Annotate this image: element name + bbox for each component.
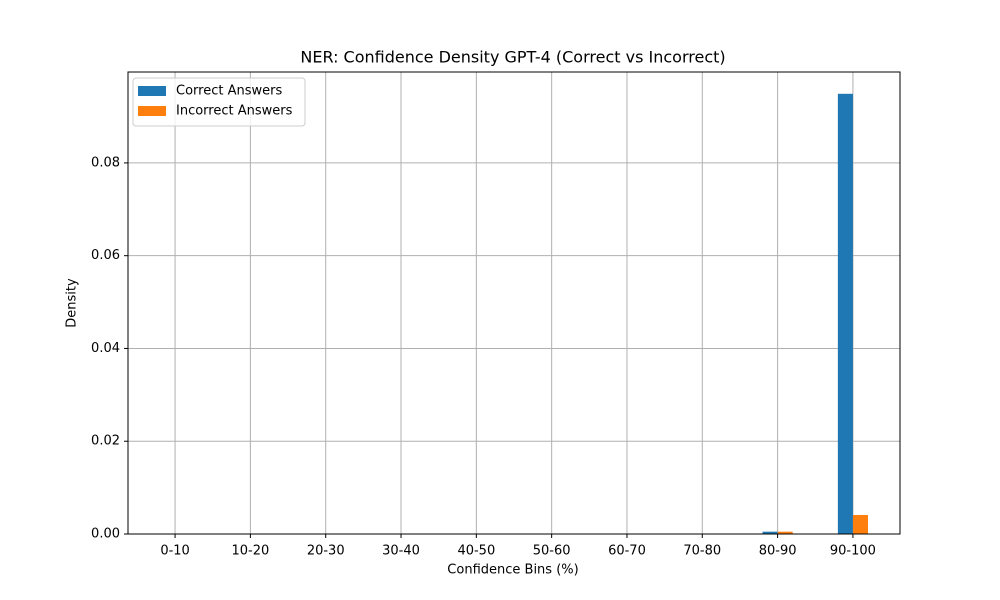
legend-swatch [138, 106, 166, 116]
legend-frame [132, 77, 306, 127]
x-tick-label: 60-70 [608, 544, 646, 559]
legend-swatch [138, 86, 166, 96]
legend-label: Incorrect Answers [176, 104, 293, 119]
x-tick-label: 10-20 [231, 544, 269, 559]
x-tick-label: 0-10 [160, 544, 190, 559]
y-tick-label: 0.02 [91, 434, 120, 449]
x-tick-label: 30-40 [382, 544, 420, 559]
legend: Correct Answers Incorrect Answers [132, 77, 306, 127]
plot-area [128, 72, 900, 535]
chart-title: NER: Confidence Density GPT-4 (Correct v… [300, 48, 725, 67]
x-axis-label: Confidence Bins (%) [447, 563, 578, 578]
x-tick-label: 70-80 [683, 544, 721, 559]
x-tick-label: 80-90 [759, 544, 797, 559]
axes-frame [127, 71, 901, 535]
y-axis-label: Density [65, 278, 80, 328]
y-tick-label: 0.00 [91, 527, 120, 542]
bar [852, 514, 868, 534]
bar [777, 531, 793, 534]
x-tick-label: 50-60 [533, 544, 571, 559]
x-tick-label: 40-50 [457, 544, 495, 559]
x-tick-label: 90-100 [830, 544, 876, 559]
x-tick-label: 20-30 [307, 544, 345, 559]
y-tick-label: 0.04 [91, 341, 120, 356]
bar [762, 531, 778, 534]
y-tick-label: 0.06 [91, 248, 120, 263]
bar [837, 93, 853, 534]
legend-label: Correct Answers [176, 84, 282, 99]
y-tick-label: 0.08 [91, 155, 120, 170]
